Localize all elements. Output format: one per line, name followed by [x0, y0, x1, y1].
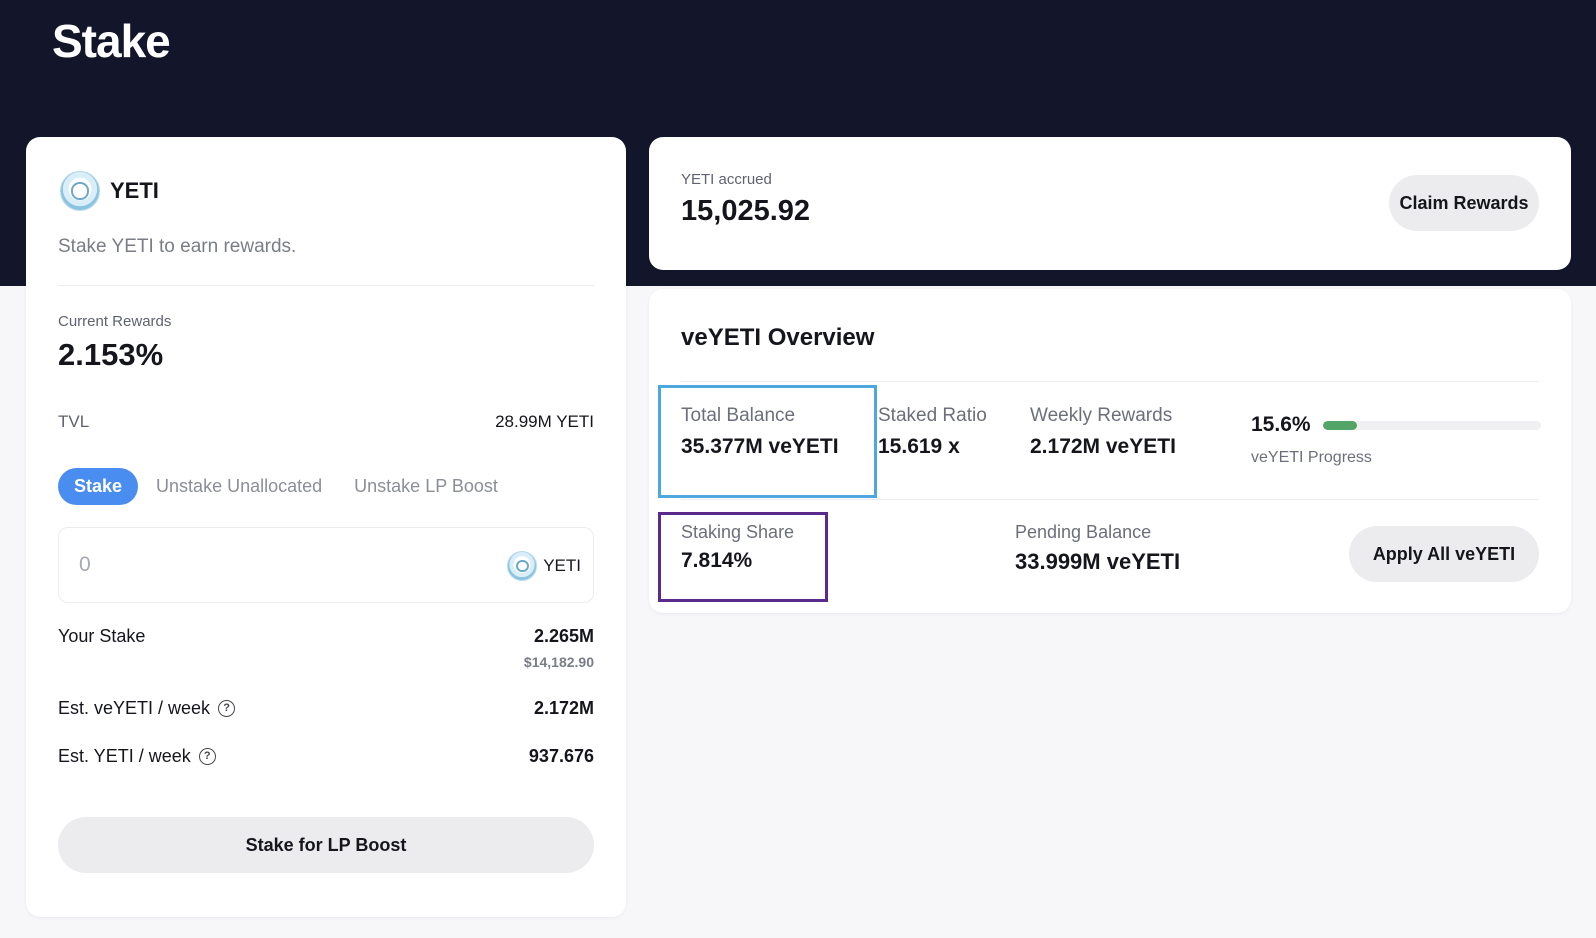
- your-stake-label: Your Stake: [58, 626, 146, 646]
- veyeti-overview-card: veYETI Overview Total Balance 35.377M ve…: [649, 289, 1571, 613]
- stake-subtitle: Stake YETI to earn rewards.: [58, 236, 297, 257]
- staking-share-label: Staking Share: [681, 522, 795, 542]
- token-header: YETI: [60, 171, 159, 211]
- est-veyeti-value: 2.172M: [533, 698, 594, 718]
- total-balance-value: 35.377M veYETI: [681, 435, 839, 458]
- total-balance: Total Balance 35.377M veYETI: [681, 405, 839, 459]
- tvl-row: TVL 28.99M YETI: [58, 412, 594, 432]
- token-name: YETI: [110, 178, 159, 203]
- staked-ratio-value: 15.619 x: [878, 435, 960, 458]
- progress-track: [1322, 420, 1541, 430]
- weekly-rewards: Weekly Rewards 2.172M veYETI: [1030, 405, 1176, 459]
- yeti-accrued-value: 15,025.92: [681, 195, 811, 227]
- tab-unstake-lp-boost[interactable]: Unstake LP Boost: [354, 476, 498, 496]
- total-balance-highlight: [658, 385, 877, 498]
- staked-ratio-label: Staked Ratio: [878, 405, 987, 426]
- pending-balance-label: Pending Balance: [1015, 522, 1152, 542]
- page-title: Stake: [52, 15, 171, 67]
- staking-share-highlight: [658, 512, 828, 602]
- staking-share: Staking Share 7.814%: [681, 522, 794, 573]
- claim-rewards-button[interactable]: Claim Rewards: [1389, 175, 1539, 231]
- tab-stake[interactable]: Stake: [58, 468, 139, 505]
- est-veyeti-row: Est. veYETI / week ? 2.172M: [58, 698, 594, 719]
- amount-input-box: YETI: [58, 527, 594, 603]
- yeti-accrued-card: YETI accrued 15,025.92 Claim Rewards: [649, 137, 1571, 270]
- yeti-token-icon: [507, 551, 538, 581]
- est-yeti-row: Est. YETI / week ? 937.676: [58, 746, 594, 767]
- amount-input[interactable]: [79, 550, 379, 580]
- progress-fill: [1322, 420, 1357, 430]
- est-yeti-label: Est. YETI / week: [58, 746, 191, 766]
- veyeti-progress: 15.6% veYETI Progress: [1251, 413, 1541, 467]
- stake-card: YETI Stake YETI to earn rewards. Current…: [26, 137, 626, 917]
- tab-unstake-unallocated[interactable]: Unstake Unallocated: [156, 476, 323, 496]
- apply-all-veyeti-button[interactable]: Apply All veYETI: [1349, 526, 1539, 582]
- amount-token-label: YETI: [543, 556, 581, 575]
- pending-balance: Pending Balance 33.999M veYETI: [1015, 522, 1180, 575]
- staked-ratio: Staked Ratio 15.619 x: [878, 405, 987, 459]
- weekly-rewards-label: Weekly Rewards: [1030, 405, 1173, 426]
- help-icon[interactable]: ?: [218, 700, 236, 717]
- help-icon[interactable]: ?: [198, 748, 216, 765]
- est-veyeti-label: Est. veYETI / week: [58, 698, 211, 718]
- divider: [681, 381, 1539, 382]
- pending-balance-value: 33.999M veYETI: [1015, 549, 1181, 574]
- tvl-label: TVL: [58, 412, 90, 431]
- yeti-logo-icon: [60, 171, 100, 211]
- est-veyeti-label-group: Est. veYETI / week ?: [58, 698, 236, 719]
- your-stake-usd: $14,182.90: [523, 654, 594, 670]
- overview-title: veYETI Overview: [681, 324, 875, 351]
- est-yeti-label-group: Est. YETI / week ?: [58, 746, 216, 767]
- tvl-value: 28.99M YETI: [495, 412, 594, 431]
- est-yeti-value: 937.676: [528, 746, 594, 766]
- divider: [681, 499, 1539, 500]
- current-rewards-value: 2.153%: [58, 337, 164, 372]
- yeti-accrued-label: YETI accrued: [681, 171, 772, 188]
- progress-percent: 15.6%: [1251, 413, 1311, 436]
- divider: [58, 285, 594, 286]
- total-balance-label: Total Balance: [681, 405, 796, 426]
- stake-for-lp-boost-button[interactable]: Stake for LP Boost: [58, 817, 594, 873]
- weekly-rewards-value: 2.172M veYETI: [1030, 435, 1176, 458]
- stake-tabs: Stake Unstake Unallocated Unstake LP Boo…: [58, 468, 498, 505]
- staking-share-value: 7.814%: [681, 549, 753, 572]
- current-rewards-label: Current Rewards: [58, 313, 172, 330]
- your-stake-value: 2.265M: [533, 626, 594, 646]
- your-stake-row: Your Stake 2.265M $14,182.90: [58, 626, 594, 670]
- progress-label: veYETI Progress: [1251, 449, 1372, 466]
- amount-token: YETI: [507, 551, 581, 581]
